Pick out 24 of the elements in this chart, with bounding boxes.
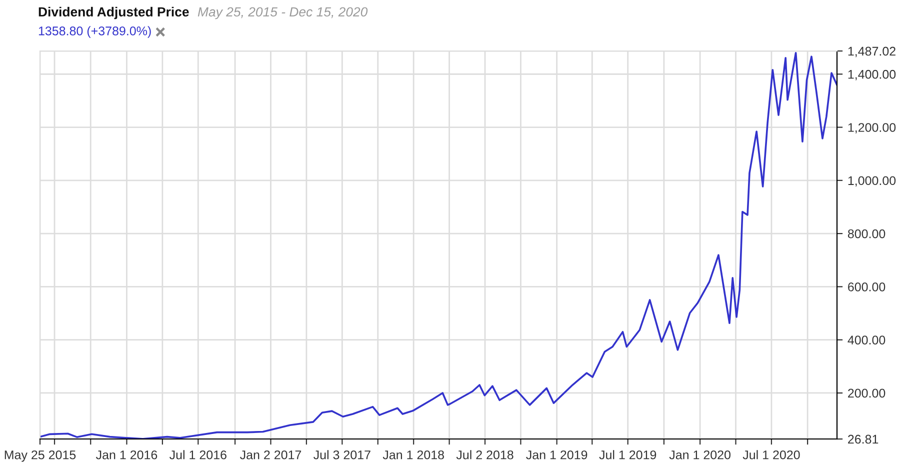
y-tick-label: 1,000.00 [848, 176, 896, 187]
y-tick-label: 1,400.00 [848, 70, 896, 80]
y-tick-label: 26.81 [848, 434, 878, 444]
x-tick-label: Jan 1 2020 [669, 450, 730, 460]
y-tick-label: 1,487.02 [848, 46, 896, 58]
y-tick-label: 600.00 [848, 282, 886, 292]
x-tick-label: Jul 1 2016 [170, 450, 226, 460]
x-tick-label: Jan 2 2017 [240, 450, 302, 460]
x-tick-label: Jan 1 2019 [526, 450, 588, 460]
x-tick-label: Jan 1 2016 [96, 450, 158, 460]
y-tick-label: 1,200.00 [848, 123, 896, 134]
x-tick-label: Jan 1 2018 [382, 450, 444, 460]
chart-subtitle: May 25, 2015 - Dec 15, 2020 [198, 7, 368, 20]
x-tick-label: Jul 3 2017 [314, 450, 370, 460]
text: 1358.80 (+3789.0%) [38, 26, 151, 38]
line-series [40, 52, 837, 439]
y-tick-label: 400.00 [848, 336, 886, 344]
x-tick-label: Jul 1 2019 [599, 450, 656, 460]
chart-title: Dividend Adjusted Price [38, 6, 189, 20]
y-tick-label: 200.00 [848, 388, 886, 398]
y-tick-label: 800.00 [848, 229, 886, 238]
x-tick-label: May 25 2015 [4, 450, 76, 462]
x-tick-label: Jul 2 2018 [456, 450, 514, 460]
x-tick-label: Jul 1 2020 [742, 450, 800, 460]
